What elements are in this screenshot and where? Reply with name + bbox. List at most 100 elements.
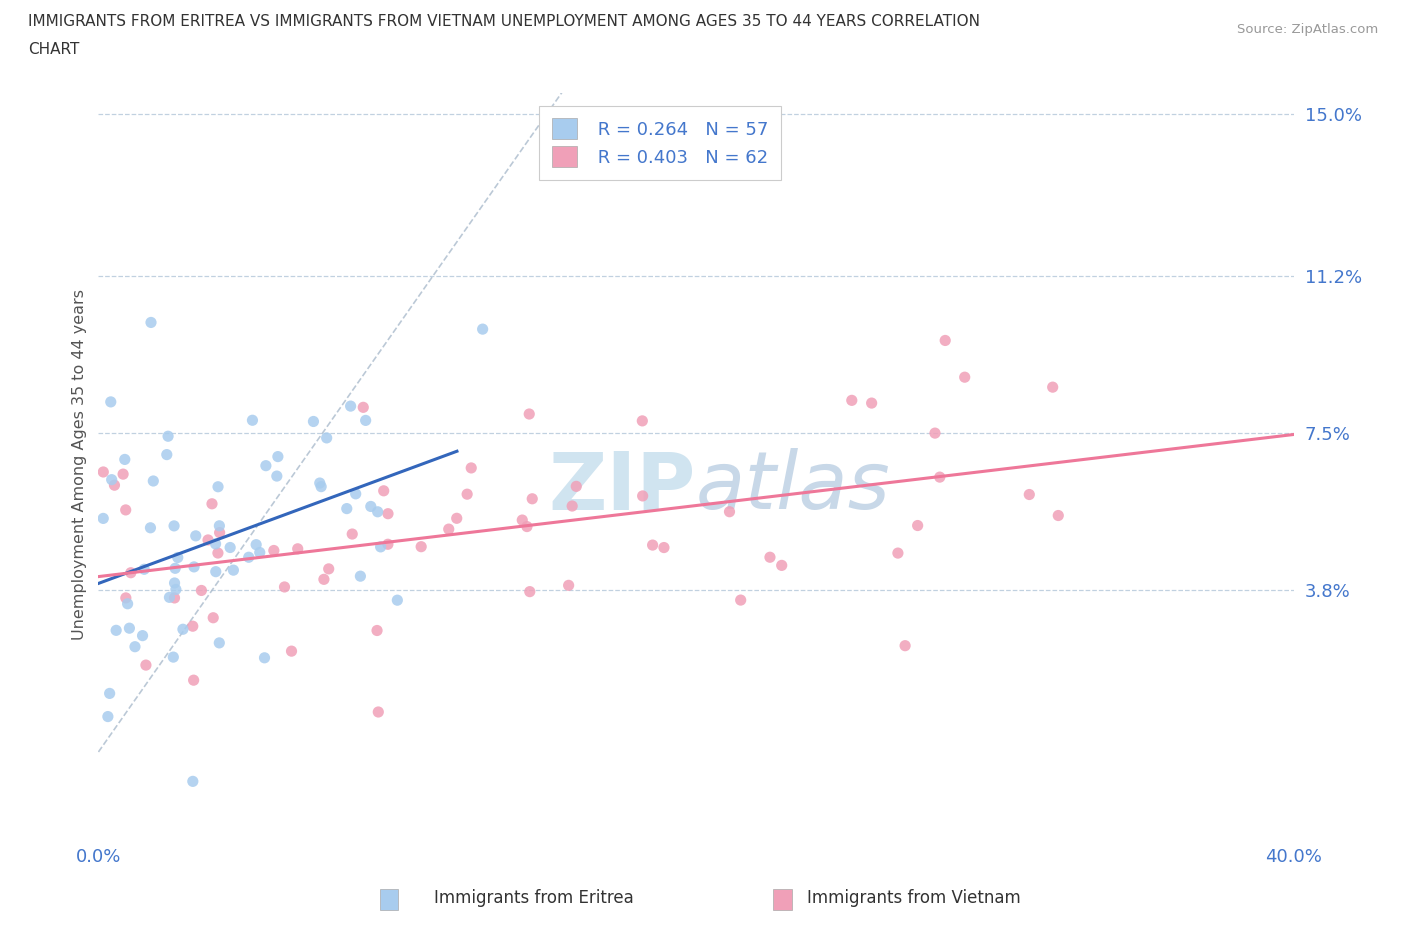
Point (112, 467, 135, 482)
Point (114, 452, 136, 467)
Point (377, 537, 399, 551)
Text: atlas: atlas (696, 448, 891, 526)
Point (519, 584, 541, 599)
Y-axis label: Unemployment Among Ages 35 to 44 years: Unemployment Among Ages 35 to 44 years (72, 289, 87, 641)
Point (953, 370, 976, 385)
Text: CHART: CHART (28, 42, 80, 57)
Point (287, 541, 309, 556)
Point (342, 526, 364, 541)
Point (183, 560, 205, 575)
Point (860, 395, 883, 410)
Point (115, 591, 138, 605)
Point (349, 569, 371, 584)
Point (517, 406, 540, 421)
Point (339, 399, 361, 414)
Point (522, 491, 544, 506)
Point (181, 618, 204, 633)
Point (924, 426, 946, 441)
Point (219, 540, 242, 555)
Point (770, 558, 793, 573)
Point (641, 538, 664, 552)
Point (373, 484, 395, 498)
Point (222, 563, 245, 578)
Point (124, 639, 146, 654)
Point (184, 528, 207, 543)
Text: Immigrants from Eritrea: Immigrants from Eritrea (434, 889, 634, 907)
Point (105, 623, 128, 638)
Point (98, 686, 121, 701)
Point (134, 562, 156, 577)
Point (565, 479, 588, 494)
Point (894, 638, 917, 653)
Point (254, 458, 277, 473)
Point (142, 473, 165, 488)
Point (318, 562, 340, 577)
Point (202, 610, 225, 625)
Point (165, 561, 187, 576)
Point (157, 429, 180, 444)
Point (208, 518, 231, 533)
Point (117, 596, 139, 611)
Text: ZIP: ZIP (548, 448, 696, 526)
Point (631, 488, 654, 503)
Point (312, 572, 335, 587)
Point (367, 705, 389, 720)
Point (139, 521, 162, 536)
Point (308, 475, 330, 490)
Point (100, 394, 122, 409)
Point (139, 315, 162, 330)
Point (730, 592, 752, 607)
Point (162, 650, 184, 665)
Point (411, 539, 433, 554)
Point (841, 392, 863, 407)
Point (456, 486, 478, 501)
Point (91, 465, 114, 480)
Point (208, 525, 231, 540)
Point (315, 431, 337, 445)
Point (302, 414, 325, 429)
Point (114, 502, 136, 517)
Legend:  R = 0.264   N = 57,  R = 0.403   N = 62: R = 0.264 N = 57, R = 0.403 N = 62 (540, 106, 780, 180)
Point (561, 498, 583, 513)
Point (181, 774, 204, 789)
Point (166, 550, 188, 565)
Point (336, 501, 359, 516)
Point (163, 518, 186, 533)
Point (437, 522, 460, 537)
Point (249, 545, 271, 560)
Point (652, 540, 675, 555)
Point (97, 709, 120, 724)
Point (360, 499, 382, 514)
Point (352, 400, 374, 415)
Point (1042, 379, 1064, 394)
Point (91, 511, 114, 525)
Point (928, 470, 950, 485)
Point (510, 512, 533, 527)
Point (267, 449, 290, 464)
Point (159, 590, 181, 604)
Point (934, 333, 956, 348)
Point (207, 546, 229, 561)
Text: Immigrants from Vietnam: Immigrants from Vietnam (807, 889, 1021, 907)
Point (163, 576, 186, 591)
Point (197, 533, 219, 548)
Point (273, 579, 295, 594)
Point (238, 550, 260, 565)
Point (557, 578, 579, 592)
Point (118, 620, 141, 635)
Point (344, 486, 367, 501)
Point (165, 582, 187, 597)
Point (309, 479, 332, 494)
Point (354, 413, 377, 428)
Point (1047, 508, 1070, 523)
Point (172, 622, 194, 637)
Point (120, 565, 142, 580)
Point (1018, 487, 1040, 502)
Point (245, 538, 267, 552)
Point (377, 506, 399, 521)
Point (907, 518, 929, 533)
Point (204, 537, 226, 551)
Point (204, 565, 226, 579)
Point (471, 322, 494, 337)
Point (190, 583, 212, 598)
